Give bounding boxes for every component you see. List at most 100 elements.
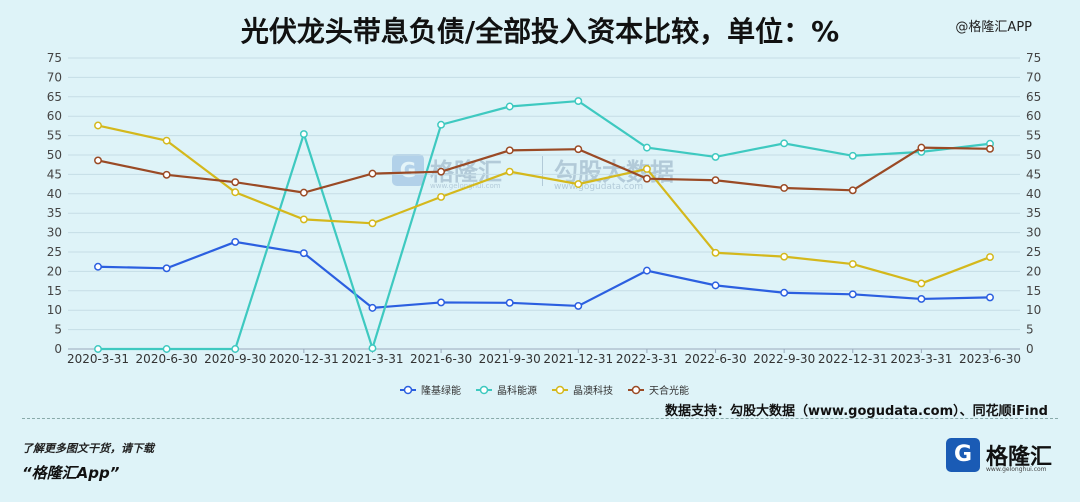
data-point[interactable]: [780, 139, 789, 148]
data-point[interactable]: [94, 262, 102, 271]
y-tick-label-right: 55: [1026, 129, 1041, 143]
y-tick-label-left: 40: [47, 187, 62, 201]
legend-marker[interactable]: [403, 385, 413, 395]
data-point[interactable]: [848, 186, 857, 195]
data-point[interactable]: [505, 102, 514, 111]
y-tick-label-left: 10: [47, 303, 62, 317]
y-tick-label-right: 35: [1026, 206, 1041, 220]
y-tick-label-right: 15: [1026, 284, 1041, 298]
data-point[interactable]: [437, 298, 446, 307]
data-point[interactable]: [299, 188, 308, 197]
data-point[interactable]: [780, 184, 789, 192]
data-point[interactable]: [780, 288, 789, 297]
series-line: [97, 124, 991, 285]
series-line: [97, 146, 991, 194]
x-tick-label: 2022-12-31: [818, 352, 888, 366]
logo-subtext: www.gelonghui.com: [986, 466, 1047, 473]
data-point[interactable]: [94, 345, 102, 353]
data-point[interactable]: [917, 294, 926, 303]
data-point[interactable]: [986, 144, 994, 153]
data-source: 数据支持：勾股大数据（www.gogudata.com）、同花顺iFind: [665, 404, 1048, 419]
y-tick-label-right: 30: [1026, 226, 1041, 240]
data-point[interactable]: [368, 219, 377, 228]
data-point[interactable]: [368, 303, 377, 312]
legend-label[interactable]: 隆基绿能: [421, 384, 461, 397]
data-point[interactable]: [574, 301, 583, 310]
data-point[interactable]: [231, 237, 240, 246]
y-tick-label-right: 10: [1026, 303, 1041, 317]
data-point[interactable]: [437, 120, 446, 129]
data-point[interactable]: [711, 281, 720, 290]
data-point[interactable]: [848, 151, 857, 160]
data-point[interactable]: [642, 165, 651, 173]
y-tick-label-right: 45: [1026, 167, 1041, 181]
x-tick-label: 2021-3-31: [341, 352, 403, 366]
legend-marker[interactable]: [479, 385, 489, 395]
y-tick-label-left: 65: [47, 90, 62, 104]
footer-app-name[interactable]: “格隆汇App”: [22, 464, 120, 482]
data-point[interactable]: [505, 298, 514, 307]
x-tick-label: 2021-9-30: [479, 352, 541, 366]
data-point[interactable]: [299, 215, 308, 224]
logo-text: 格隆汇: [986, 445, 1053, 470]
data-point[interactable]: [299, 130, 308, 138]
chart-title: 光伏龙头带息负债/全部投入资本比较，单位：%: [240, 15, 840, 48]
legend-marker[interactable]: [555, 385, 565, 395]
data-point[interactable]: [162, 136, 171, 145]
watermark-separator: [542, 156, 543, 186]
data-point[interactable]: [94, 156, 102, 165]
x-tick-label: 2022-6-30: [684, 352, 746, 366]
data-point[interactable]: [437, 192, 446, 201]
data-point[interactable]: [780, 252, 789, 261]
y-tick-label-right: 70: [1026, 70, 1041, 84]
x-tick-label: 2023-6-30: [959, 352, 1021, 366]
legend-marker[interactable]: [631, 385, 641, 395]
legend-label[interactable]: 晶科能源: [497, 384, 537, 397]
y-tick-label-left: 60: [47, 109, 62, 123]
data-point[interactable]: [437, 167, 446, 176]
x-tick-label: 2020-12-31: [269, 352, 339, 366]
legend-label[interactable]: 天合光能: [649, 384, 689, 397]
data-point[interactable]: [574, 97, 583, 106]
y-tick-label-left: 70: [47, 70, 62, 84]
footer-logo[interactable]: G 格隆汇 www.gelonghui.com: [946, 436, 1058, 476]
data-point[interactable]: [162, 170, 171, 179]
series-line: [97, 240, 991, 310]
data-point[interactable]: [848, 290, 857, 299]
x-tick-label: 2023-3-31: [890, 352, 952, 366]
data-point[interactable]: [505, 167, 514, 176]
y-tick-label-right: 20: [1026, 264, 1041, 278]
data-point[interactable]: [299, 249, 308, 258]
legend-label[interactable]: 晶澳科技: [573, 384, 613, 397]
logo-icon: G: [946, 438, 980, 472]
brand-logo-icon: G: [392, 154, 424, 186]
data-point[interactable]: [162, 345, 171, 353]
data-point[interactable]: [162, 264, 171, 273]
data-point[interactable]: [986, 293, 994, 302]
data-point[interactable]: [711, 152, 720, 161]
data-point[interactable]: [711, 248, 720, 257]
data-point[interactable]: [848, 260, 857, 268]
data-point[interactable]: [231, 345, 240, 353]
data-point[interactable]: [574, 180, 583, 189]
data-point[interactable]: [368, 169, 377, 178]
y-tick-label-left: 25: [47, 245, 62, 259]
center-watermark: G 格隆汇 www.gelonghui.com 勾股大数据 www.goguda…: [392, 150, 692, 194]
watermark-brand-sub: www.gelonghui.com: [430, 182, 501, 190]
x-tick-label: 2020-9-30: [204, 352, 266, 366]
data-point[interactable]: [711, 176, 720, 185]
y-tick-label-right: 65: [1026, 90, 1041, 104]
data-point[interactable]: [986, 253, 994, 261]
data-point[interactable]: [642, 174, 651, 183]
data-point[interactable]: [574, 145, 583, 154]
data-point[interactable]: [368, 344, 377, 353]
y-tick-label-right: 60: [1026, 109, 1041, 123]
data-point[interactable]: [231, 188, 240, 197]
data-point[interactable]: [917, 279, 926, 288]
data-point[interactable]: [917, 143, 926, 152]
data-point[interactable]: [505, 146, 514, 155]
data-point[interactable]: [642, 143, 651, 152]
data-point[interactable]: [642, 266, 651, 275]
data-point[interactable]: [231, 178, 240, 187]
data-point[interactable]: [94, 121, 102, 130]
